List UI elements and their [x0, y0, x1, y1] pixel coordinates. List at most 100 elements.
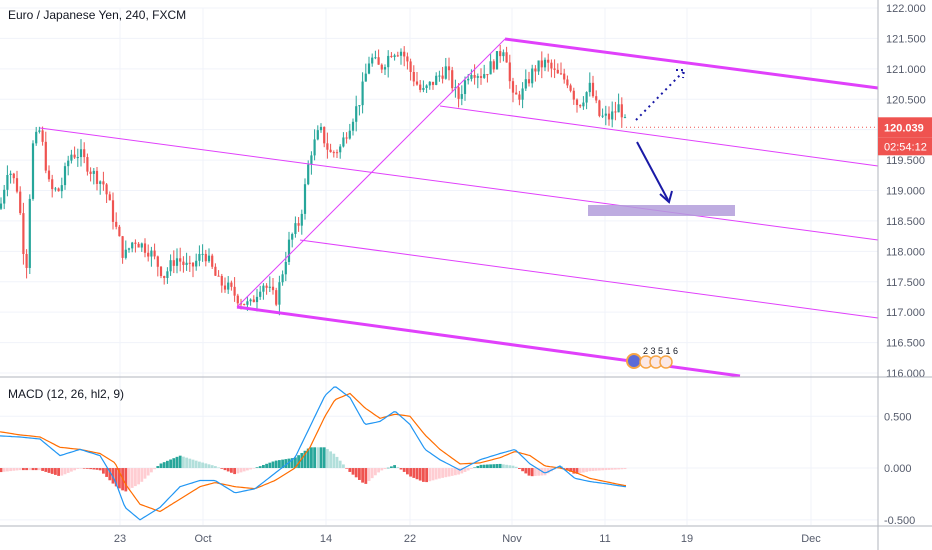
candle-body — [198, 253, 201, 261]
candle-body — [435, 75, 438, 85]
macd-histogram-bar — [377, 468, 380, 473]
candle-body — [131, 242, 134, 249]
candle-body — [473, 75, 476, 78]
candle-body — [479, 76, 483, 78]
macd-histogram-bar — [489, 464, 492, 469]
macd-histogram-bar — [34, 468, 38, 471]
candle-body — [412, 71, 415, 82]
macd-histogram-bar — [607, 468, 611, 470]
candle-body — [374, 57, 377, 59]
candle-body — [332, 152, 335, 154]
macd-histogram-bar — [140, 468, 144, 482]
macd-histogram-bar — [102, 468, 105, 474]
macd-histogram-bar — [390, 466, 393, 469]
candle-body — [550, 62, 553, 69]
macd-histogram-bar — [214, 466, 217, 469]
candle-body — [255, 296, 259, 303]
drawings-layer[interactable]: 2 3 5 1 6 — [39, 37, 879, 378]
macd-histogram-bar — [114, 468, 118, 487]
macd-histogram-bar — [188, 458, 192, 469]
candle-body — [9, 173, 12, 176]
macd-histogram-bar — [543, 468, 547, 476]
candle-body — [489, 61, 492, 75]
macd-histogram-bar — [575, 468, 579, 474]
candle-body — [105, 184, 108, 195]
macd-histogram-bar — [118, 468, 121, 489]
bullish-projection-arrowhead — [676, 69, 686, 79]
macd-histogram-bar — [351, 468, 355, 475]
candle-body — [268, 286, 271, 288]
candle-body — [313, 139, 316, 156]
macd-histogram-bar — [226, 468, 230, 472]
macd-histogram-bar — [204, 463, 208, 469]
countdown-badge[interactable] — [878, 137, 932, 156]
macd-histogram-bar — [358, 468, 361, 480]
macd-histogram-bar — [537, 468, 540, 476]
macd-histogram-bar — [524, 468, 528, 474]
candle-body — [115, 221, 118, 227]
candle-body — [143, 243, 147, 253]
candle-body — [102, 181, 105, 185]
candle-body — [300, 213, 303, 226]
candle-body — [147, 252, 150, 257]
event-marker-icon[interactable] — [659, 355, 673, 369]
price-tick-label: 118.000 — [886, 246, 925, 258]
candle-body — [3, 189, 6, 204]
macd-histogram-bar — [274, 460, 278, 469]
candle-body — [371, 57, 374, 64]
macd-histogram-bar — [476, 465, 480, 469]
event-marker-flag-icon[interactable] — [626, 353, 642, 369]
candle-body — [92, 170, 95, 174]
macd-histogram-bar — [473, 467, 476, 469]
macd-histogram-bar — [262, 464, 265, 469]
macd-histogram-bar — [610, 468, 614, 470]
macd-histogram-bar — [150, 468, 153, 473]
candle-body — [563, 73, 566, 80]
time-tick-label: 11 — [599, 533, 610, 545]
macd-histogram-bar — [169, 459, 172, 469]
price-tick-label: 119.500 — [886, 155, 925, 167]
last-price-badge[interactable] — [878, 117, 932, 138]
macd-histogram-bar — [521, 468, 524, 472]
macd-histogram-bar — [54, 468, 57, 475]
candle-body — [47, 170, 51, 180]
macd-histogram-bar — [588, 468, 592, 472]
candle-body — [179, 258, 182, 262]
event-marker-counts: 2 3 5 1 6 — [643, 346, 678, 356]
macd-title[interactable]: MACD (12, 26, hl2, 9) — [8, 387, 125, 401]
price-tick-label: 122.000 — [886, 3, 926, 15]
symbol-title[interactable]: Euro / Japanese Yen, 240, FXCM — [8, 8, 187, 22]
candle-body — [492, 61, 495, 70]
macd-histogram-bar — [434, 468, 438, 480]
price-pane[interactable] — [0, 44, 878, 316]
candle-body — [22, 213, 25, 255]
macd-histogram-bar — [562, 468, 566, 469]
candle-body — [572, 90, 575, 100]
macd-histogram-bar — [406, 468, 409, 475]
candle-body — [67, 160, 70, 167]
macd-histogram-bar — [86, 468, 89, 469]
macd-histogram-bar — [578, 468, 582, 474]
candle-body — [246, 301, 249, 305]
grid — [0, 7, 878, 525]
candle-body — [185, 262, 188, 265]
candle-body — [531, 68, 534, 84]
macd-histogram-bar — [246, 468, 249, 471]
macd-pane[interactable] — [0, 386, 627, 521]
macd-histogram-bar — [159, 463, 163, 469]
macd-histogram-bar — [230, 468, 233, 473]
last-price-value: 120.039 — [884, 122, 924, 134]
macd-histogram-bar — [191, 459, 195, 469]
candle-body — [495, 51, 499, 70]
macd-histogram-bar — [31, 468, 35, 471]
macd-histogram-bar — [25, 468, 28, 471]
macd-histogram-bar — [361, 468, 364, 483]
candle-body — [399, 51, 403, 56]
candle-body — [79, 149, 83, 158]
event-markers[interactable]: 2 3 5 1 6 — [626, 346, 678, 369]
signal-line — [0, 392, 627, 513]
macd-histogram-bar — [623, 468, 627, 470]
candle-body — [425, 85, 428, 88]
macd-histogram-bar — [511, 465, 515, 469]
